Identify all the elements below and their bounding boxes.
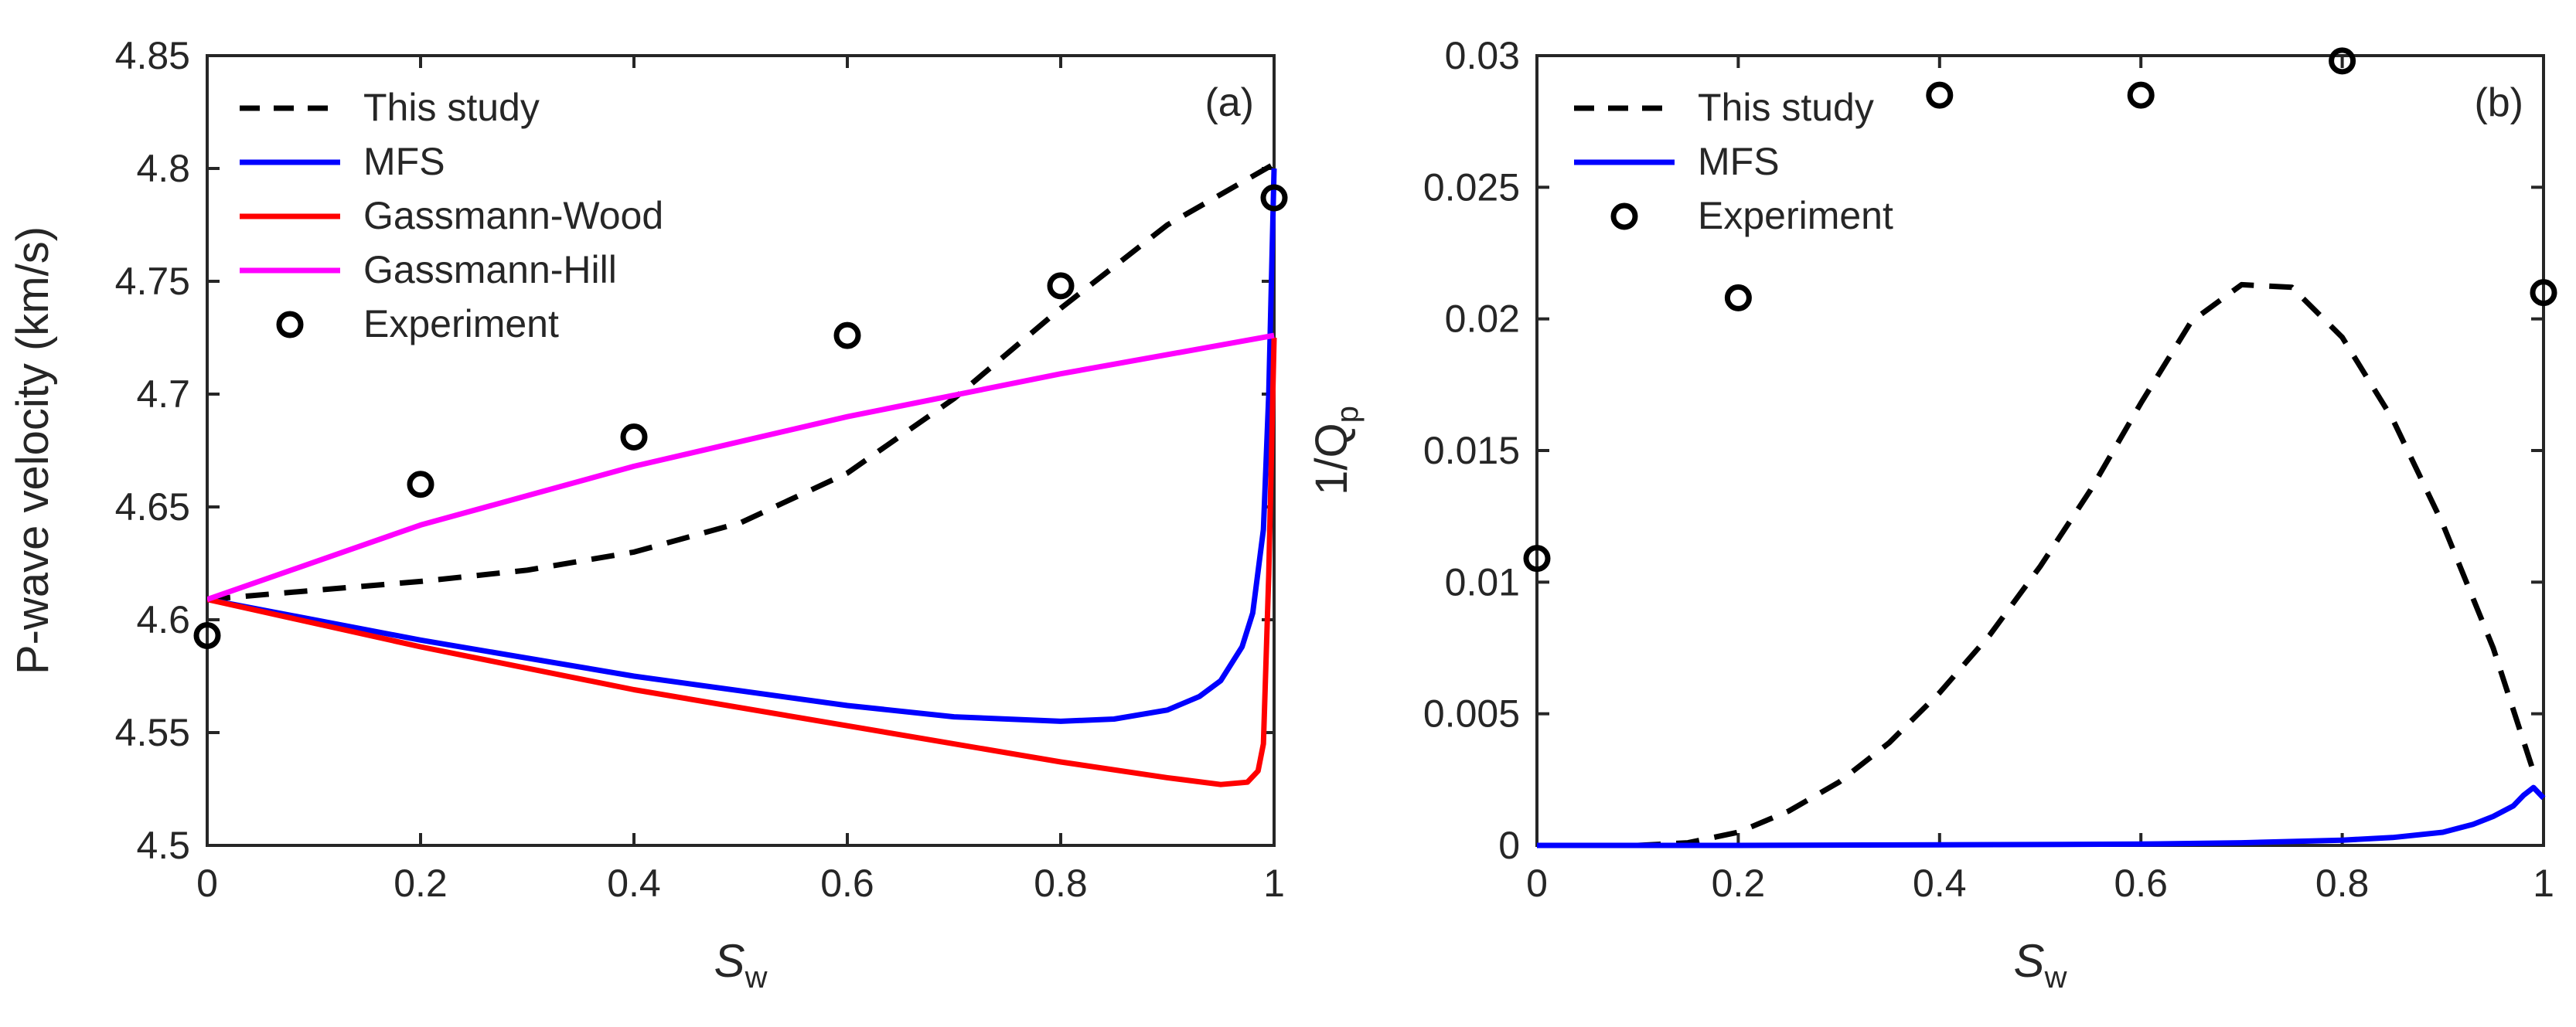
y-tick-label: 4.8	[136, 147, 190, 190]
panel-b: 0 0.2 0.4 0.6 0.8 1 0 0.005 0.01 0.015 0.02 0.025 0.…	[1307, 34, 2557, 995]
experiment-marker	[193, 621, 221, 649]
legend-label-this-study: This study	[1698, 86, 1874, 129]
legend-label-mfs: MFS	[1698, 140, 1780, 183]
plot-frame-b	[1535, 54, 2545, 847]
series-line-gassmann-wood	[207, 337, 1277, 787]
y-tick-label: 4.7	[136, 372, 190, 416]
y-axis-label: 1/Qp	[1307, 406, 1365, 495]
y-tick-label: 0.03	[1445, 34, 1520, 77]
x-tick-label: 0.6	[820, 862, 874, 905]
legend-marker-experiment	[1610, 202, 1638, 230]
y-tick-label: 0	[1498, 824, 1520, 867]
experiment-marker	[620, 423, 648, 451]
y-tick-label: 0.02	[1445, 298, 1520, 341]
y-axis-label: P-wave velocity (km/s)	[8, 226, 58, 675]
legend-label-this-study: This study	[363, 86, 540, 129]
legend-label-experiment: Experiment	[1698, 194, 1893, 237]
legend-label-experiment: Experiment	[363, 302, 559, 345]
experiment-marker	[2127, 81, 2155, 109]
panel-label: (b)	[2474, 80, 2523, 125]
y-tick-label: 0.01	[1445, 560, 1520, 604]
series-line-mfs	[1537, 784, 2546, 848]
x-tick-label: 1	[1263, 862, 1285, 905]
x-tick-label: 0.2	[1712, 862, 1766, 905]
x-tick-label: 0	[196, 862, 218, 905]
x-tick-label: 0.2	[394, 862, 448, 905]
legend-a: This study MFS Gassmann-Wood Gassmann-Hill E…	[240, 86, 663, 345]
experiment-marker	[407, 471, 434, 498]
y-tick-label: 4.85	[115, 34, 190, 77]
x-tick-label: 0.8	[1034, 862, 1088, 905]
x-tick-label: 1	[2533, 862, 2554, 905]
experiment-marker	[833, 321, 861, 349]
y-tick-label: 4.75	[115, 260, 190, 303]
y-tick-label: 4.55	[115, 711, 190, 754]
x-axis-label: Sw	[2014, 935, 2067, 995]
experiment-marker	[2530, 279, 2557, 307]
x-tick-label: 0.6	[2114, 862, 2168, 905]
x-tick-label: 0.4	[1913, 862, 1967, 905]
series-line-gassmann-hill	[207, 332, 1275, 603]
legend-label-gassmann-hill: Gassmann-Hill	[363, 248, 617, 291]
x-tick-label: 0.8	[2315, 862, 2370, 905]
legend-marker-experiment	[276, 311, 304, 338]
y-tick-label: 4.5	[136, 824, 190, 867]
experiment-marker	[1926, 81, 1954, 109]
legend-label-gassmann-wood: Gassmann-Wood	[363, 194, 663, 237]
y-tick-label: 4.65	[115, 485, 190, 529]
series-line-this-study	[1637, 281, 2537, 848]
series-line-mfs	[207, 168, 1277, 724]
experiment-marker	[2329, 47, 2356, 75]
y-tick-label: 0.005	[1423, 692, 1520, 736]
y-tick-label: 4.6	[136, 598, 190, 641]
legend-b: This study MFS Experiment	[1574, 86, 1893, 237]
panel-a: 0 0.2 0.4 0.6 0.8 1 4.5 4.55 4.6 4.65 4.7 4.75 4.8 4.…	[8, 34, 1288, 995]
legend-label-mfs: MFS	[363, 140, 445, 183]
experiment-marker	[1047, 272, 1075, 300]
experiment-marker	[1724, 284, 1752, 311]
experiment-marker	[1523, 545, 1551, 573]
x-tick-label: 0.4	[607, 862, 661, 905]
y-tick-label: 0.015	[1423, 429, 1520, 472]
x-axis-label: Sw	[714, 935, 768, 995]
y-tick-label: 0.025	[1423, 165, 1520, 209]
panel-label: (a)	[1205, 80, 1254, 125]
experiment-marker	[1260, 184, 1288, 212]
x-tick-label: 0	[1526, 862, 1548, 905]
series-line-this-study	[207, 162, 1276, 603]
